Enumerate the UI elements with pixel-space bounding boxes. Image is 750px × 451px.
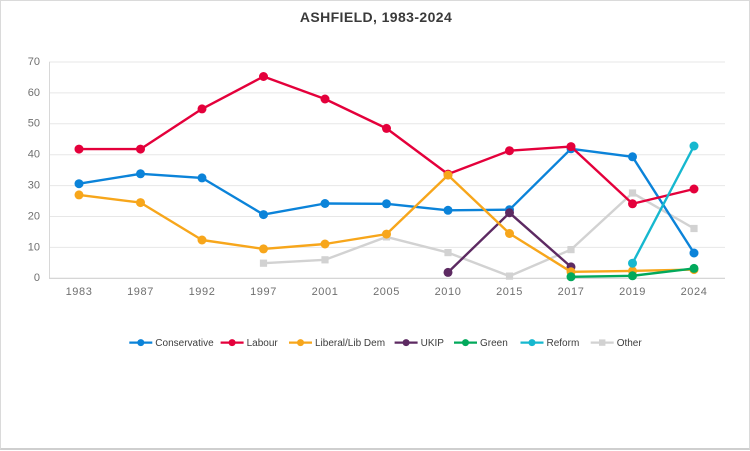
svg-text:40: 40 xyxy=(28,149,40,161)
svg-text:2005: 2005 xyxy=(373,286,400,298)
svg-text:Reform: Reform xyxy=(547,338,580,349)
svg-text:2001: 2001 xyxy=(312,286,339,298)
svg-text:1987: 1987 xyxy=(127,286,154,298)
svg-text:Liberal/Lib Dem: Liberal/Lib Dem xyxy=(315,338,385,349)
svg-text:60: 60 xyxy=(28,87,40,99)
svg-text:1983: 1983 xyxy=(66,286,93,298)
svg-text:2017: 2017 xyxy=(558,286,585,298)
svg-text:50: 50 xyxy=(28,118,40,130)
svg-text:10: 10 xyxy=(28,241,40,253)
svg-text:2024: 2024 xyxy=(681,286,708,298)
svg-text:70: 70 xyxy=(28,56,40,68)
svg-text:Conservative: Conservative xyxy=(155,338,214,349)
svg-text:Other: Other xyxy=(617,338,643,349)
svg-text:UKIP: UKIP xyxy=(421,338,445,349)
svg-text:0: 0 xyxy=(34,272,40,284)
svg-text:20: 20 xyxy=(28,210,40,222)
svg-text:1997: 1997 xyxy=(250,286,277,298)
svg-text:1992: 1992 xyxy=(189,286,216,298)
svg-text:Labour: Labour xyxy=(247,338,279,349)
svg-text:2019: 2019 xyxy=(619,286,646,298)
svg-text:2010: 2010 xyxy=(435,286,462,298)
svg-text:30: 30 xyxy=(28,180,40,192)
svg-text:Green: Green xyxy=(480,338,508,349)
svg-text:2015: 2015 xyxy=(496,286,523,298)
